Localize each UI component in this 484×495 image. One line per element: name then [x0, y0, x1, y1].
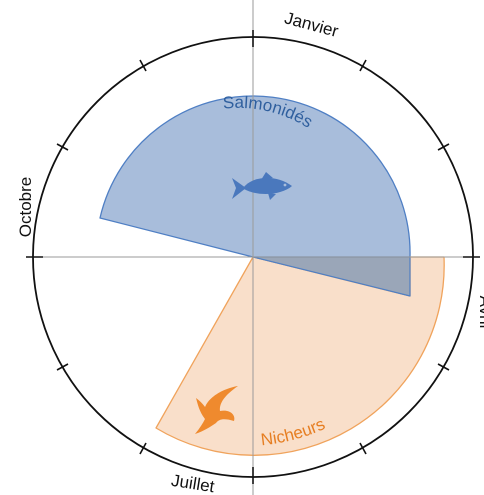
fish-icon — [232, 172, 292, 200]
tick-sep — [56, 363, 69, 371]
month-label-april: Avril — [476, 296, 484, 329]
bird-icon — [195, 386, 238, 434]
tick-aug — [139, 442, 147, 455]
month-ticks — [26, 30, 480, 484]
tick-nov — [56, 143, 69, 151]
nicheurs-sector — [155, 256, 445, 456]
month-label-july: Juillet — [170, 471, 216, 495]
salmonides-sector — [99, 95, 411, 297]
tick-jun — [359, 442, 367, 455]
tick-mar — [437, 143, 450, 151]
tick-feb — [359, 59, 367, 72]
month-label-october: Octobre — [16, 177, 35, 237]
month-label-january: Janvier — [282, 8, 340, 41]
tick-may — [437, 363, 450, 371]
tick-dec — [139, 59, 147, 72]
